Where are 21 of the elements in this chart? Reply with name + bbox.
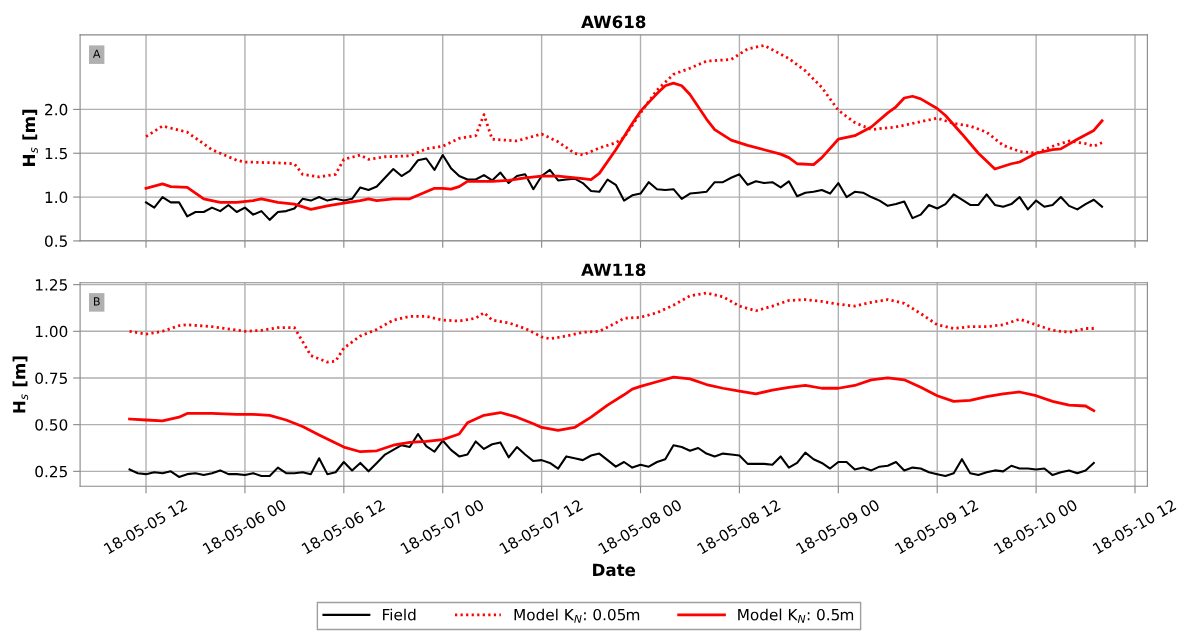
x-axis-title: Date <box>593 563 636 577</box>
legend-label: Field <box>383 608 416 621</box>
line-series <box>128 432 1095 478</box>
chart-title: AW618 <box>581 15 646 29</box>
y-tick-label: 0.25 <box>35 465 67 478</box>
y-tick-label: 1.00 <box>35 325 68 338</box>
y-tick-label: 2.0 <box>45 103 68 116</box>
annotation: B <box>94 297 100 306</box>
line-series <box>145 153 1104 221</box>
y-tick-label: 0.50 <box>35 419 68 431</box>
chart-title: AW118 <box>581 263 646 277</box>
annotation: A <box>93 49 101 58</box>
y-tick-label: 0.5 <box>45 235 67 247</box>
y-tick-label: 1.0 <box>45 191 68 204</box>
y-tick-label: 0.75 <box>35 372 67 385</box>
y-tick-label: 1.25 <box>35 279 67 291</box>
y-axis-title: H$_{s}$ [m] <box>12 356 29 413</box>
y-axis-title: H$_{s}$ [m] <box>22 109 38 166</box>
legend-label: Model K$_{N}$: 0.5m <box>738 608 854 623</box>
legend-label: Model K$_{N}$: 0.05m <box>514 608 640 623</box>
y-tick-label: 1.5 <box>45 147 67 160</box>
